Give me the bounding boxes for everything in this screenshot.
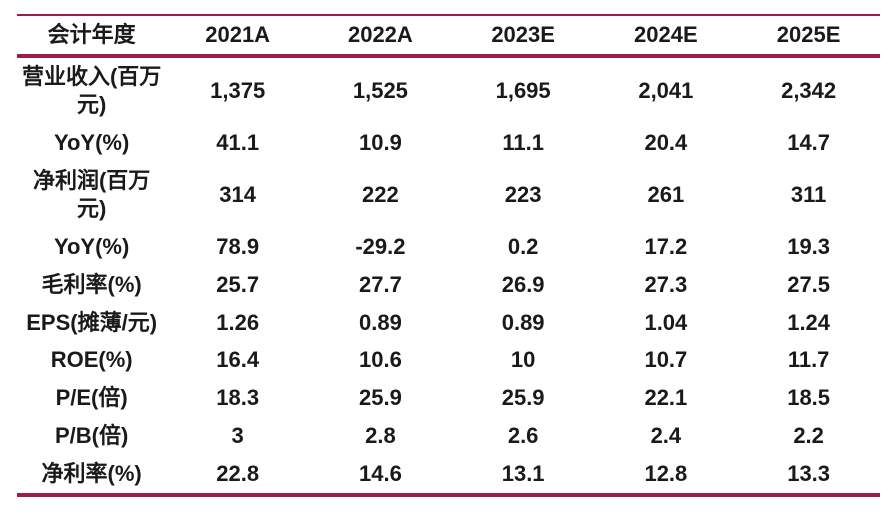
value-cell: 27.7: [358, 271, 402, 297]
value-cell: 17.2: [644, 233, 688, 259]
table-body: 营业收入(百万元) 1,375 1,525 1,695 2,041 2,342 YoY(%)…: [17, 56, 880, 495]
value-cell: 26.9: [501, 271, 545, 297]
value-cell: 2,041: [638, 77, 694, 103]
value-cell: 1.26: [216, 309, 260, 335]
value-cell: 1,525: [352, 77, 408, 103]
value-cell: 78.9: [216, 233, 260, 259]
value-cell: 18.5: [787, 385, 831, 411]
value-cell: 22.8: [216, 461, 260, 487]
table-row: P/B(倍) 3 2.8 2.6 2.4 2.2: [17, 417, 880, 455]
value-cell: 10: [510, 347, 536, 373]
header-cell-fiscal-year: 会计年度: [17, 15, 167, 58]
value-cell: 1,375: [210, 77, 266, 103]
value-cell: -29.2: [355, 233, 406, 259]
value-cell: 2.2: [793, 423, 824, 449]
value-cell: 2.4: [650, 423, 682, 449]
value-cell: 223: [504, 181, 542, 207]
value-cell: 2,342: [781, 77, 837, 103]
value-cell: 25.9: [358, 385, 402, 411]
table-row: YoY(%) 78.9 -29.2 0.2 17.2 19.3: [17, 228, 880, 266]
value-cell: 261: [647, 181, 685, 207]
table-head: 会计年度 2021A 2022A 2023E 2024E 2025E: [17, 15, 880, 58]
row-label: ROE(%): [50, 347, 133, 373]
value-cell: 10.7: [644, 347, 688, 373]
header-cell-2022A: 2022A: [309, 15, 452, 58]
value-cell: 0.2: [507, 233, 539, 259]
value-cell: 22.1: [644, 385, 688, 411]
header-cell-2023E: 2023E: [451, 15, 595, 58]
table-row: YoY(%) 41.1 10.9 11.1 20.4 14.7: [17, 124, 880, 162]
row-label: YoY(%): [53, 233, 130, 259]
row-label: P/B(倍): [54, 423, 129, 449]
value-cell: 12.8: [644, 461, 688, 487]
table-row: 营业收入(百万元) 1,375 1,525 1,695 2,041 2,342: [17, 56, 880, 124]
value-cell: 27.3: [644, 271, 688, 297]
row-label: P/E(倍): [55, 385, 128, 411]
financial-forecast-table: 会计年度 2021A 2022A 2023E 2024E 2025E 营业收入(百万元) 1…: [17, 14, 880, 498]
value-cell: 16.4: [216, 347, 260, 373]
value-cell: 222: [362, 181, 399, 207]
value-cell: 0.89: [358, 309, 402, 335]
header-cell-2024E: 2024E: [594, 15, 738, 58]
table-row: 毛利率(%) 25.7 27.7 26.9 27.3 27.5: [17, 266, 880, 304]
row-label: 净利率(%): [41, 461, 142, 487]
value-cell: 19.3: [787, 233, 831, 259]
value-cell: 41.1: [216, 129, 260, 155]
row-label: 营业收入(百万元): [21, 63, 162, 117]
value-cell: 20.4: [644, 129, 688, 155]
value-cell: 0.89: [501, 309, 545, 335]
value-cell: 13.1: [501, 461, 545, 487]
value-cell: 314: [219, 181, 257, 207]
value-cell: 14.7: [787, 129, 831, 155]
table-row: ROE(%) 16.4 10.6 10 10.7 11.7: [17, 341, 880, 379]
value-cell: 13.3: [787, 461, 831, 487]
row-label: EPS(摊薄/元): [26, 309, 158, 335]
value-cell: 3: [231, 423, 244, 449]
value-cell: 27.5: [787, 271, 831, 297]
header-cell-2021A: 2021A: [166, 15, 310, 58]
header-cell-2025E: 2025E: [737, 15, 880, 58]
row-label: 毛利率(%): [41, 271, 142, 297]
value-cell: 11.1: [502, 129, 544, 155]
row-label: 净利润(百万元): [32, 167, 151, 221]
value-cell: 10.9: [358, 129, 402, 155]
value-cell: 311: [790, 181, 827, 207]
value-cell: 10.6: [358, 347, 402, 373]
value-cell: 18.3: [216, 385, 260, 411]
value-cell: 2.6: [507, 423, 539, 449]
value-cell: 11.7: [787, 347, 830, 373]
table-row: 净利润(百万元) 314 222 223 261 311: [17, 162, 880, 228]
table-row: P/E(倍) 18.3 25.9 25.9 22.1 18.5: [17, 379, 880, 417]
value-cell: 25.9: [501, 385, 545, 411]
value-cell: 1.24: [787, 309, 831, 335]
value-cell: 2.8: [365, 423, 396, 449]
table-row: EPS(摊薄/元) 1.26 0.89 0.89 1.04 1.24: [17, 304, 880, 342]
header-row: 会计年度 2021A 2022A 2023E 2024E 2025E: [17, 15, 880, 58]
value-cell: 25.7: [216, 271, 260, 297]
value-cell: 1,695: [495, 77, 551, 103]
value-cell: 14.6: [358, 461, 402, 487]
value-cell: 1.04: [644, 309, 688, 335]
row-label: YoY(%): [53, 129, 130, 155]
table-row: 净利率(%) 22.8 14.6 13.1 12.8 13.3: [17, 455, 880, 495]
